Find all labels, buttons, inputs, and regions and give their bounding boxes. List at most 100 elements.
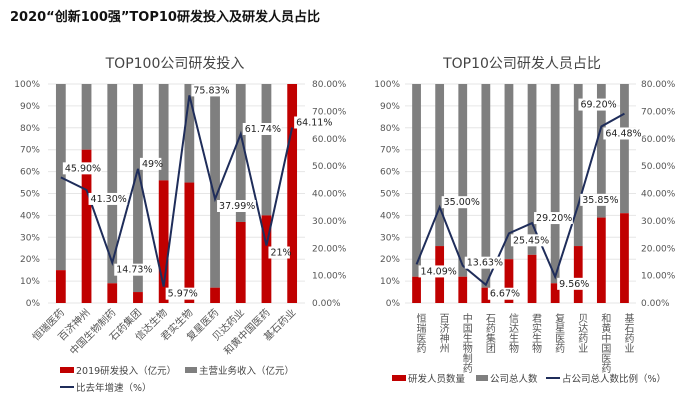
left-tick-label: 100% [374, 80, 400, 90]
right-tick-label: 10.00% [641, 272, 676, 282]
left-tick-label: 70% [380, 146, 400, 156]
bar-主营业务收入（亿元） [261, 84, 272, 216]
right-tick-label: 10.00% [312, 272, 347, 282]
chart-title: TOP10公司研发人员占比 [442, 56, 601, 72]
category-label: 和黄中国医药 [599, 313, 611, 374]
data-label: 69.20% [580, 100, 616, 111]
data-label-bg [191, 84, 231, 97]
right-tick-label: 60.00% [312, 135, 347, 145]
legend-label: 研发人员数量 [408, 373, 466, 385]
line-series [415, 112, 625, 287]
chart-2: TOP10公司研发人员占比 0% 10% 20% 30% 40% 50% 60% 70% 80% 9… [374, 56, 675, 385]
category-label: 石药集团 [483, 313, 495, 354]
right-tick-label: 50.00% [312, 162, 347, 172]
right-tick-label: 30.00% [641, 217, 676, 227]
data-label-bg [165, 287, 199, 300]
bar-2019研发投入（亿元） [184, 182, 195, 303]
left-tick-label: 50% [20, 190, 40, 200]
bar-公司总人数 [435, 84, 445, 247]
right-tick-label: 30.00% [312, 217, 347, 227]
bar-研发人员数量 [412, 276, 421, 303]
data-label-bg [557, 277, 591, 290]
data-label: 35.00% [444, 197, 480, 208]
left-tick-label: 100% [14, 80, 40, 90]
left-tick-label: 0% [26, 299, 41, 309]
chart-title: TOP100公司研发投入 [105, 56, 245, 72]
legend-label: 2019研发投入（亿元） [76, 365, 176, 377]
right-tick-label: 0.00% [641, 299, 670, 309]
data-label: 64.11% [296, 117, 332, 128]
left-tick-label: 30% [20, 233, 40, 243]
data-label: 64.48% [605, 128, 641, 139]
bar-2019研发投入（亿元） [81, 149, 92, 303]
legend-label: 公司总人数 [490, 373, 538, 385]
data-label-bg [510, 234, 550, 247]
bar-主营业务收入（亿元） [210, 84, 220, 288]
bar-公司总人数 [596, 84, 606, 218]
data-label: 29.20% [536, 213, 572, 224]
category-label: 基石药业 [622, 312, 634, 353]
left-tick-label: 80% [380, 124, 400, 134]
data-label-bg [139, 157, 162, 170]
legend-label: 比去年增速（%） [76, 382, 152, 394]
left-tick-label: 60% [20, 168, 40, 178]
data-label-bg [294, 116, 333, 129]
left-tick-label: 10% [20, 277, 40, 287]
data-label: 6.67% [490, 289, 520, 300]
bar-主营业务收入（亿元） [107, 84, 118, 284]
bar-公司总人数 [527, 84, 537, 255]
bar-公司总人数 [550, 84, 560, 284]
legend-swatch-gray [476, 375, 488, 381]
right-tick-label: 40.00% [312, 190, 347, 200]
legend-label: 主营业务收入（亿元） [199, 365, 294, 377]
line-series [60, 95, 294, 287]
legend-swatch-red [392, 375, 406, 381]
right-tick-label: 20.00% [641, 244, 676, 254]
bar-主营业务收入（亿元） [235, 84, 246, 222]
right-tick-label: 50.00% [641, 162, 676, 172]
category-label: 中国生物制药 [460, 312, 472, 374]
data-label: 41.30% [91, 194, 127, 205]
category-label: 恒瑞医药 [414, 312, 426, 354]
data-label-bg [88, 192, 128, 205]
left-tick-label: 60% [380, 168, 400, 178]
left-tick-label: 0% [386, 299, 401, 309]
bar-公司总人数 [412, 84, 421, 277]
left-tick-label: 70% [20, 146, 40, 156]
left-tick-label: 20% [20, 255, 40, 265]
data-label: 5.97% [168, 289, 198, 300]
bar-主营业务收入（亿元） [158, 84, 169, 181]
data-label: 14.09% [421, 266, 457, 277]
left-tick-label: 40% [380, 211, 400, 221]
bar-公司总人数 [458, 84, 468, 277]
data-label: 13.63% [467, 258, 503, 269]
right-tick-label: 60.00% [641, 135, 676, 145]
bar-2019研发投入（亿元） [107, 283, 118, 303]
right-tick-label: 80.00% [312, 80, 347, 90]
left-tick-label: 20% [380, 255, 400, 265]
left-tick-label: 90% [20, 102, 40, 112]
category-label: 贝达药业 [576, 313, 588, 353]
data-label: 9.56% [559, 279, 589, 290]
data-label: 25.45% [513, 235, 549, 246]
bar-研发人员数量 [596, 217, 606, 303]
right-tick-label: 20.00% [312, 244, 347, 254]
legend-swatch-red [60, 367, 74, 373]
bar-2019研发投入（亿元） [133, 292, 143, 303]
bar-研发人员数量 [573, 246, 583, 303]
bar-主营业务收入（亿元） [55, 84, 66, 271]
data-label-bg [578, 98, 618, 111]
data-label: 49% [142, 159, 163, 170]
data-label-bg [487, 287, 521, 300]
bar-公司总人数 [504, 84, 514, 260]
bar-2019研发投入（亿元） [210, 287, 220, 303]
bar-2019研发投入（亿元） [55, 270, 66, 303]
data-label-bg [268, 246, 290, 259]
bar-公司总人数 [573, 84, 583, 247]
category-label: 百济神州 [437, 313, 449, 353]
bar-主营业务收入（亿元） [133, 84, 143, 293]
data-label: 61.74% [245, 124, 281, 135]
data-label-bg [441, 196, 481, 209]
data-label-bg [418, 265, 458, 278]
